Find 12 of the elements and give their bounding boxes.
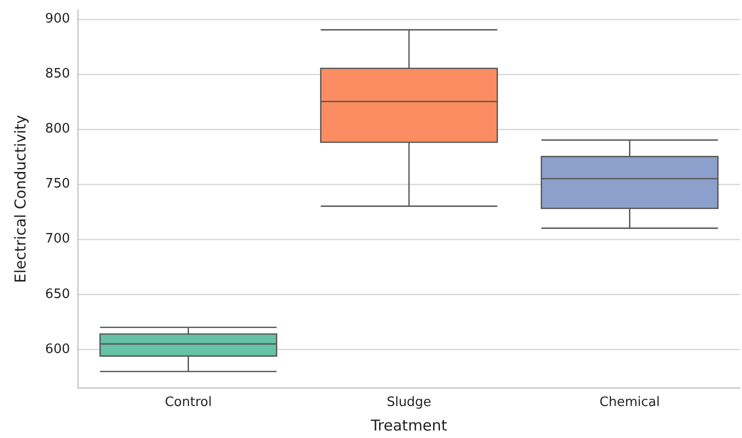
y-tick-label: 650 [45, 286, 70, 302]
y-tick-label: 850 [45, 66, 70, 82]
y-tick-label: 600 [45, 342, 70, 357]
y-axis-title: Electrical Conductivity [12, 114, 30, 283]
y-tick-label: 750 [45, 176, 70, 192]
x-tick-label: Chemical [600, 395, 660, 410]
y-tick-label: 900 [45, 11, 70, 26]
x-tick-label: Control [164, 395, 212, 410]
y-tick-label: 800 [45, 122, 70, 137]
x-tick-label: Sludge [386, 395, 432, 410]
y-tick-label: 700 [45, 232, 70, 247]
x-axis-title: Treatment [370, 416, 448, 434]
